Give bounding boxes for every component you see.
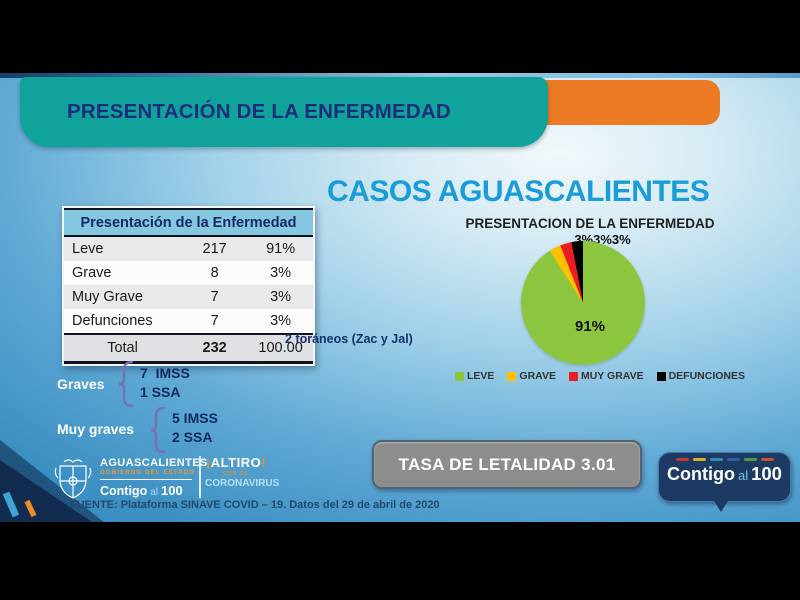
table-title: Presentación de la Enfermedad xyxy=(64,208,313,237)
legend-swatch-defunciones xyxy=(656,371,666,381)
altiro-mid: CON EL xyxy=(222,471,250,477)
altiro-coronavirus-logo: ¡ALTIRO! CON EL CORONAVIRUS xyxy=(205,455,280,489)
pie-legend: LEVE GRAVE MUY GRAVE DEFUNCIONES xyxy=(450,370,750,382)
foraneos-note: 2 foráneos (Zac y Jal) xyxy=(285,332,413,346)
badge-dash xyxy=(726,458,740,461)
government-logo: AGUASCALIENTES GOBIERNO DEL ESTADO Conti… xyxy=(100,457,208,498)
legend-item-muy-grave: MUY GRAVE xyxy=(568,370,644,382)
table-row: Defunciones 7 3% xyxy=(64,309,313,333)
muy-graves-label: Muy graves xyxy=(57,421,135,437)
header-band: PRESENTACIÓN DE LA ENFERMEDAD xyxy=(20,77,548,147)
graves-label: Graves xyxy=(57,376,105,392)
altiro-word: ¡ALTIRO! xyxy=(205,455,267,470)
table-row: Leve 217 91% xyxy=(64,237,313,261)
brace-icon xyxy=(150,406,166,454)
pie-chart-title: PRESENTACION DE LA ENFERMEDAD xyxy=(465,216,715,231)
badge-dash xyxy=(709,458,723,461)
pie-chart xyxy=(521,241,645,365)
badge-dash xyxy=(760,458,774,461)
badge-dashes xyxy=(659,458,790,461)
slide-title: PRESENTACIÓN DE LA ENFERMEDAD xyxy=(67,100,451,123)
legend-item-grave: GRAVE xyxy=(507,370,556,382)
logo-divider xyxy=(199,456,201,498)
section-title: CASOS AGUASCALIENTES xyxy=(327,175,710,208)
badge-text: Contigo al 100 xyxy=(667,463,782,484)
table-total-row: Total 232 100.00 xyxy=(64,333,313,364)
altiro-coronavirus: CORONAVIRUS xyxy=(205,478,280,489)
badge-dash xyxy=(692,458,706,461)
slide-background: PRESENTACIÓN DE LA ENFERMEDAD CASOS AGUA… xyxy=(0,73,800,522)
top-divider-line xyxy=(0,73,800,78)
corner-decoration xyxy=(0,440,104,522)
badge-dash xyxy=(675,458,689,461)
badge-dash xyxy=(743,458,757,461)
table-row: Muy Grave 7 3% xyxy=(64,285,313,309)
legend-item-defunciones: DEFUNCIONES xyxy=(656,370,745,382)
gov-subtitle: GOBIERNO DEL ESTADO xyxy=(100,470,196,476)
pie-leve-label: 91% xyxy=(574,318,606,335)
gov-name: AGUASCALIENTES xyxy=(100,457,208,469)
gov-slogan: Contigo al 100 xyxy=(100,482,183,498)
contigo-al-100-badge: Contigo al 100 xyxy=(658,452,791,512)
legend-item-leve: LEVE xyxy=(454,370,494,382)
table-row: Grave 8 3% xyxy=(64,261,313,285)
source-note: FUENTE: Plataforma SINAVE COVID – 19. Da… xyxy=(70,499,440,511)
gov-divider xyxy=(100,478,192,480)
muy-graves-detail: 5 IMSS 2 SSA xyxy=(172,410,218,445)
brace-icon xyxy=(118,360,134,408)
graves-detail: 7 IMSS 1 SSA xyxy=(140,365,190,400)
badge-tail xyxy=(714,501,728,512)
coat-of-arms-icon xyxy=(54,459,92,499)
legend-swatch-grave xyxy=(507,371,517,381)
legend-swatch-leve xyxy=(454,371,464,381)
cases-table: Presentación de la Enfermedad Leve 217 9… xyxy=(62,206,315,366)
header-orange-accent xyxy=(518,80,720,125)
lethality-rate-box: TASA DE LETALIDAD 3.01 xyxy=(372,440,642,489)
legend-swatch-muy-grave xyxy=(568,371,578,381)
